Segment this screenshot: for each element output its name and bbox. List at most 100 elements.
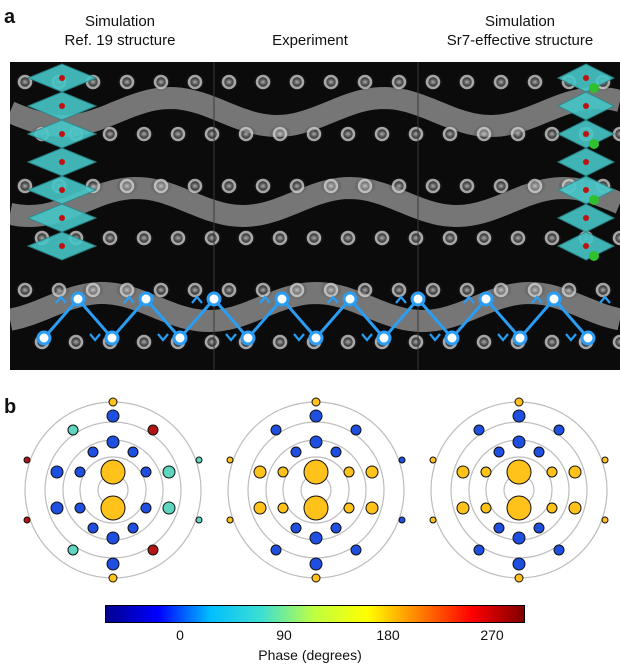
phase-spot <box>162 465 176 479</box>
phase-spot <box>23 516 31 524</box>
ring-column <box>255 282 271 298</box>
chevron-mark <box>361 333 373 342</box>
title-simulation-sr7: Simulation Sr7-effective structure <box>420 12 620 50</box>
phase-spot <box>343 502 355 514</box>
phase-spot <box>514 397 524 407</box>
phase-spot <box>290 446 302 458</box>
ring-column <box>204 126 220 142</box>
zigzag-node <box>172 330 188 346</box>
phase-spot <box>480 466 492 478</box>
title-experiment: Experiment <box>240 12 380 50</box>
colorbar-label: Phase (degrees) <box>258 647 362 663</box>
ring-column <box>391 282 407 298</box>
phase-spot <box>568 501 582 515</box>
ring-column <box>170 230 186 246</box>
oxygen-atom <box>59 187 65 193</box>
phase-spot <box>140 466 152 478</box>
phase-spot <box>512 557 526 571</box>
phase-spot <box>343 466 355 478</box>
phase-spot <box>568 465 582 479</box>
chevron-mark <box>395 295 407 304</box>
ring-column <box>289 74 305 90</box>
phase-spot <box>270 424 282 436</box>
ring-column <box>170 126 186 142</box>
ring-column <box>357 178 373 194</box>
title-line1 <box>240 12 380 31</box>
ring-column <box>306 126 322 142</box>
resolution-ring <box>485 456 553 524</box>
ring-column <box>221 178 237 194</box>
phase-spot <box>506 495 532 521</box>
phase-spot <box>277 502 289 514</box>
ring-column <box>119 282 135 298</box>
phase-spot <box>309 557 323 571</box>
oxygen-atom <box>583 159 589 165</box>
phase-spot <box>601 456 609 464</box>
phase-spot <box>456 501 470 515</box>
resolution-ring <box>227 401 405 579</box>
phase-spot <box>87 446 99 458</box>
ring-column <box>289 282 305 298</box>
phase-spot <box>226 456 234 464</box>
ring-column <box>476 334 492 350</box>
stem-image-panel <box>5 62 620 370</box>
phase-spot <box>311 573 321 583</box>
ring-column <box>136 334 152 350</box>
resolution-ring <box>430 401 608 579</box>
ring-column <box>340 334 356 350</box>
ring-column <box>17 74 33 90</box>
sr-atom <box>589 251 599 261</box>
phase-spot <box>601 516 609 524</box>
ring-column <box>544 230 560 246</box>
ring-column <box>272 334 288 350</box>
zigzag-node <box>444 330 460 346</box>
ring-column <box>408 126 424 142</box>
chevron-mark <box>531 295 543 304</box>
ring-column <box>527 74 543 90</box>
phase-spot <box>195 516 203 524</box>
ring-column <box>323 178 339 194</box>
bright-bands <box>5 86 620 333</box>
zigzag-node <box>70 291 86 307</box>
zigzag-node <box>206 291 222 307</box>
ring-column <box>493 178 509 194</box>
phase-spot <box>553 544 565 556</box>
ring-column <box>221 74 237 90</box>
phase-spot <box>473 544 485 556</box>
polyhedra-model-left <box>26 63 98 261</box>
ring-column <box>340 126 356 142</box>
ring-column <box>391 178 407 194</box>
ring-column <box>204 230 220 246</box>
ring-column <box>442 126 458 142</box>
zigzag-node <box>410 291 426 307</box>
ring-column <box>119 178 135 194</box>
phase-spot <box>398 516 406 524</box>
phase-spot <box>512 435 526 449</box>
zigzag-node <box>546 291 562 307</box>
chevron-mark <box>327 295 339 304</box>
resolution-ring <box>62 439 164 541</box>
colorbar <box>105 605 525 623</box>
ring-column <box>374 230 390 246</box>
phase-spot <box>473 424 485 436</box>
zigzag-node <box>308 330 324 346</box>
phase-spot <box>106 435 120 449</box>
sr-atom <box>589 139 599 149</box>
chevron-mark <box>157 333 169 342</box>
ring-column <box>289 178 305 194</box>
oxygen-atom <box>59 103 65 109</box>
ring-column <box>255 74 271 90</box>
zigzag-overlay <box>36 291 611 346</box>
phase-spot <box>106 557 120 571</box>
title-simulation-ref19: Simulation Ref. 19 structure <box>40 12 200 50</box>
phase-spot <box>303 495 329 521</box>
phase-spot <box>546 502 558 514</box>
title-line1: Simulation <box>84 13 156 30</box>
ring-column <box>119 74 135 90</box>
ring-column <box>187 282 203 298</box>
phase-spot <box>350 544 362 556</box>
ring-column <box>204 334 220 350</box>
chevron-mark <box>293 333 305 342</box>
phase-spot <box>67 544 79 556</box>
phase-spot <box>106 531 120 545</box>
